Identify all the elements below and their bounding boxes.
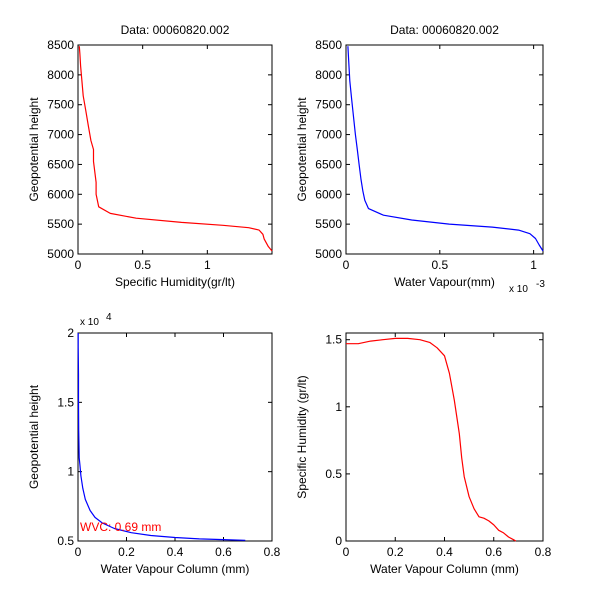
data-series-line bbox=[77, 333, 246, 541]
y-axis-multiplier-exponent: 4 bbox=[106, 312, 112, 323]
y-tick-label: 7500 bbox=[315, 98, 342, 112]
subplot-3: 0 0.2 0.4 0.6 0.8 0.5 1 1.5 2 Water Vapour Column… bbox=[27, 312, 281, 576]
y-axis-label: Specific Humidity (gr/lt) bbox=[295, 375, 309, 498]
y-tick-label: 8500 bbox=[315, 38, 342, 52]
y-tick-label: 7000 bbox=[47, 128, 74, 142]
y-tick-label: 6500 bbox=[315, 157, 342, 171]
subplot-title: Data: 00060820.002 bbox=[390, 23, 499, 37]
y-tick-label: 1.5 bbox=[325, 333, 342, 347]
x-tick-label: 0.6 bbox=[485, 545, 502, 559]
y-tick-label: 0.5 bbox=[325, 467, 342, 481]
subplot-4: 0 0.2 0.4 0.6 0.8 0 0.5 1 1.5 Water Vapour Column… bbox=[295, 332, 552, 576]
axes-frame bbox=[345, 332, 544, 542]
y-tick-label: 1 bbox=[335, 400, 342, 414]
subplot-title: Data: 00060820.002 bbox=[121, 23, 230, 37]
wvc-annotation: WVC: 0.69 mm bbox=[80, 520, 161, 534]
y-axis-multiplier: x 10 bbox=[80, 317, 99, 328]
data-series-line bbox=[78, 46, 273, 252]
x-tick-label: 1 bbox=[204, 258, 211, 272]
x-axis-label: Water Vapour Column (mm) bbox=[370, 562, 519, 576]
x-tick-label: 1 bbox=[530, 258, 537, 272]
y-tick-label: 8000 bbox=[47, 68, 74, 82]
x-tick-label: 0.5 bbox=[431, 258, 448, 272]
x-tick-label: 0 bbox=[343, 545, 350, 559]
y-tick-label: 0 bbox=[335, 534, 342, 548]
y-tick-label: 6000 bbox=[315, 187, 342, 201]
x-axis-label: Water Vapour(mm) bbox=[394, 275, 495, 289]
x-tick-label: 0.4 bbox=[167, 545, 184, 559]
y-tick-label: 5000 bbox=[315, 247, 342, 261]
y-axis-label: Geopotential height bbox=[27, 97, 41, 202]
data-series-line bbox=[346, 337, 517, 542]
x-tick-label: 0.8 bbox=[264, 545, 281, 559]
subplot-1: 0 0.5 1 5000 5500 6000 6500 7000 7500 8000 8500 Dat… bbox=[27, 23, 273, 289]
axes-frame bbox=[77, 44, 273, 255]
y-tick-label: 6000 bbox=[47, 187, 74, 201]
x-tick-label: 0.8 bbox=[535, 545, 552, 559]
x-tick-label: 0.4 bbox=[436, 545, 453, 559]
y-axis-label: Geopotential height bbox=[295, 97, 309, 202]
y-tick-label: 0.5 bbox=[57, 534, 74, 548]
axes-frame bbox=[345, 44, 544, 255]
y-tick-label: 8500 bbox=[47, 38, 74, 52]
y-tick-label: 7000 bbox=[315, 128, 342, 142]
y-tick-label: 5500 bbox=[315, 217, 342, 231]
x-axis-multiplier-exponent: -3 bbox=[536, 279, 545, 290]
subplot-2: 0 0.5 1 5000 5500 6000 6500 7000 7500 8000 8500 Dat… bbox=[295, 23, 545, 295]
y-tick-label: 5500 bbox=[47, 217, 74, 231]
x-tick-label: 0.2 bbox=[118, 545, 135, 559]
y-axis-label: Geopotential height bbox=[27, 384, 41, 489]
x-axis-label: Water Vapour Column (mm) bbox=[101, 562, 250, 576]
x-tick-label: 0.6 bbox=[215, 545, 232, 559]
x-tick-label: 0 bbox=[75, 545, 82, 559]
x-tick-label: 0 bbox=[75, 258, 82, 272]
y-tick-label: 5000 bbox=[47, 247, 74, 261]
x-axis-label: Specific Humidity(gr/lt) bbox=[115, 275, 235, 289]
y-tick-label: 7500 bbox=[47, 98, 74, 112]
x-tick-label: 0 bbox=[343, 258, 350, 272]
data-series-line bbox=[347, 46, 544, 252]
x-tick-label: 0.2 bbox=[387, 545, 404, 559]
axes-frame bbox=[77, 332, 273, 542]
y-tick-label: 8000 bbox=[315, 68, 342, 82]
y-tick-label: 1 bbox=[67, 465, 74, 479]
y-tick-label: 1.5 bbox=[57, 395, 74, 409]
x-tick-label: 0.5 bbox=[134, 258, 151, 272]
x-axis-multiplier: x 10 bbox=[509, 284, 528, 295]
y-tick-label: 2 bbox=[67, 326, 74, 340]
y-tick-label: 6500 bbox=[47, 157, 74, 171]
